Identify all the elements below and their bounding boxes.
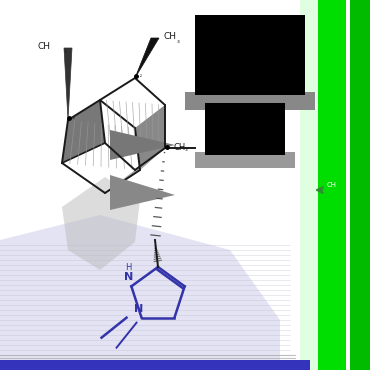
Text: ₃: ₃ [64, 48, 67, 54]
Text: CH: CH [37, 41, 50, 50]
Polygon shape [62, 100, 105, 163]
Text: H: H [125, 263, 132, 272]
Bar [195, 152, 295, 168]
Text: ₂: ₂ [73, 115, 75, 120]
Bar [185, 92, 315, 110]
Polygon shape [105, 148, 165, 193]
Bar [195, 15, 305, 95]
Polygon shape [135, 105, 165, 170]
Polygon shape [64, 48, 72, 120]
Polygon shape [110, 175, 175, 210]
Text: N: N [134, 304, 143, 314]
Text: CH: CH [173, 142, 185, 151]
Text: ₃: ₃ [185, 146, 188, 152]
Polygon shape [135, 38, 159, 78]
Bar [205, 103, 285, 155]
Text: ₃: ₃ [177, 38, 180, 44]
Bar [346, 0, 350, 370]
Text: CH: CH [163, 31, 176, 40]
Bar [300, 0, 370, 370]
Bar [350, 0, 370, 370]
Polygon shape [62, 177, 140, 270]
Text: CH: CH [327, 182, 337, 188]
Polygon shape [110, 130, 175, 160]
Text: N: N [124, 272, 133, 282]
Bar [318, 0, 346, 370]
Polygon shape [0, 215, 280, 370]
Bar [0, 360, 310, 370]
Text: ₂: ₂ [140, 73, 142, 78]
Polygon shape [68, 78, 135, 120]
